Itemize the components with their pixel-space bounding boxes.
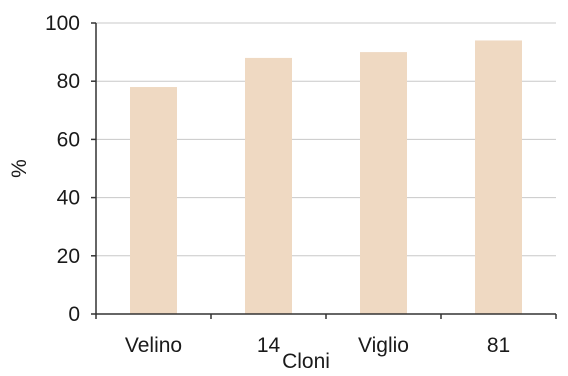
x-tick-label: Viglio (358, 334, 409, 357)
bars (130, 40, 522, 315)
y-tick-label: 60 (57, 128, 80, 151)
x-tick-labels: Velino 14 Viglio 81 (125, 334, 510, 357)
x-tick-label: 81 (487, 334, 510, 357)
y-tick-label: 40 (57, 187, 80, 210)
bar-81 (475, 40, 522, 315)
x-tick-label: 14 (257, 334, 281, 357)
bar-Velino (130, 87, 177, 315)
x-tick-label: Velino (125, 334, 182, 357)
y-axis-label: % (8, 159, 31, 178)
y-tick-label: 20 (57, 245, 80, 268)
y-tick-labels: 0 20 40 60 80 100 (45, 12, 80, 326)
axes (91, 22, 557, 319)
x-axis-label: Cloni (282, 350, 330, 373)
y-tick-label: 0 (68, 303, 80, 326)
bar-14 (245, 57, 292, 315)
bar-Viglio (360, 52, 407, 314)
y-tick-label: 80 (57, 70, 80, 93)
y-tick-label: 100 (45, 12, 80, 35)
